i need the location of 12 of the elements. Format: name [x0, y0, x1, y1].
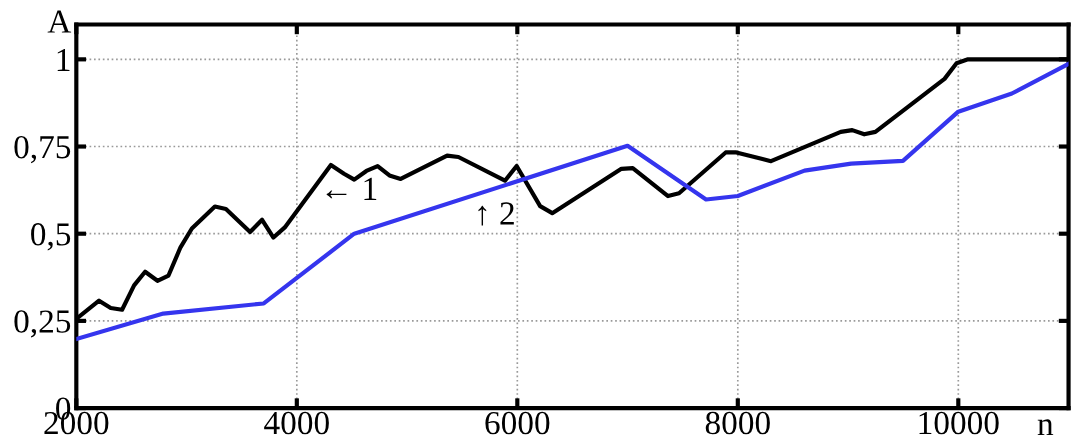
x-tick-label: 4000	[264, 411, 329, 435]
y-axis-title: A	[47, 10, 72, 33]
y-tick-label: 0,25	[14, 310, 71, 338]
x-tick-label: 6000	[485, 411, 550, 435]
annotation: ← 1	[326, 177, 377, 200]
annotation: ↑ 2	[478, 202, 514, 226]
x-tick-label: 8000	[705, 411, 770, 435]
y-tick-label: 0,5	[31, 223, 71, 251]
y-tick-label: 1	[57, 48, 70, 71]
x-tick-label: 10000	[919, 411, 999, 435]
y-tick-label: 0,75	[14, 135, 71, 164]
x-axis-title: n	[1037, 419, 1054, 436]
